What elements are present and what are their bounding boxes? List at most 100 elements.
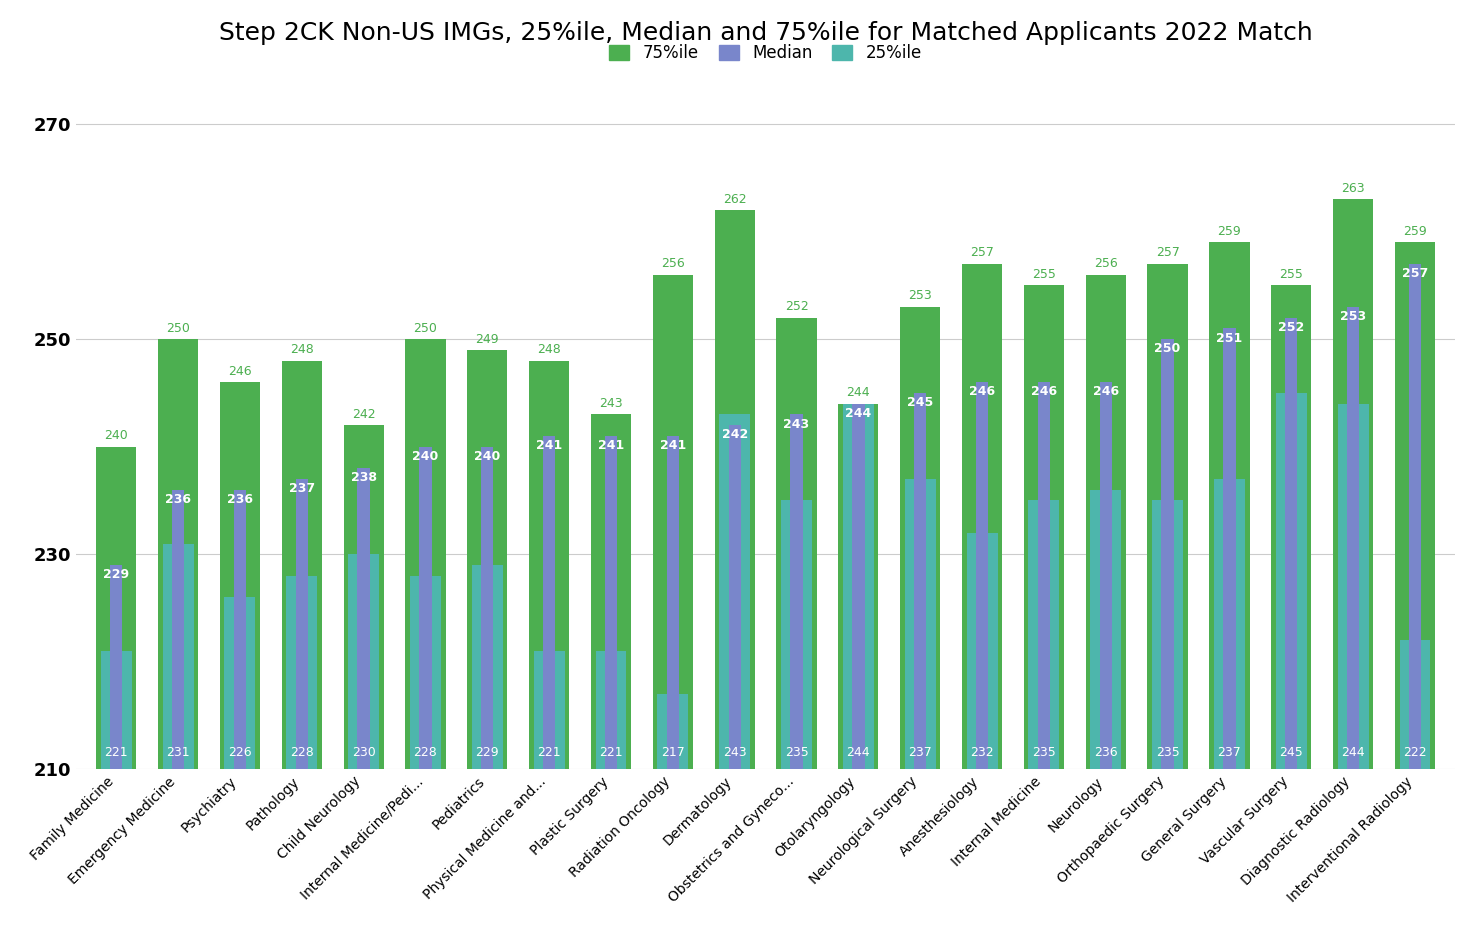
Bar <box>295 479 308 770</box>
Title: Step 2CK Non-US IMGs, 25%ile, Median and 75%ile for Matched Applicants 2022 Matc: Step 2CK Non-US IMGs, 25%ile, Median and… <box>218 20 1312 44</box>
Text: 259: 259 <box>1218 225 1241 238</box>
Text: 240: 240 <box>412 450 438 463</box>
Bar <box>1153 500 1184 770</box>
Text: 250: 250 <box>413 321 437 335</box>
Text: 236: 236 <box>1094 745 1117 758</box>
Text: 230: 230 <box>351 745 375 758</box>
Text: 236: 236 <box>227 493 252 506</box>
Bar <box>1271 285 1311 770</box>
Bar <box>962 264 1002 770</box>
Text: 243: 243 <box>784 418 810 431</box>
Bar <box>468 350 508 770</box>
Bar <box>348 555 379 770</box>
Text: 235: 235 <box>1156 745 1179 758</box>
Bar <box>357 469 370 770</box>
Bar <box>1091 490 1122 770</box>
Bar <box>111 565 123 770</box>
Bar <box>905 479 936 770</box>
Bar <box>1213 479 1244 770</box>
Text: 235: 235 <box>785 745 809 758</box>
Text: 241: 241 <box>660 439 686 452</box>
Bar <box>595 651 626 770</box>
Text: 246: 246 <box>1092 385 1119 398</box>
Bar <box>657 694 688 770</box>
Text: 262: 262 <box>723 193 747 206</box>
Bar <box>543 436 555 770</box>
Bar <box>1395 243 1435 770</box>
Bar <box>162 544 193 770</box>
Bar <box>528 360 570 770</box>
Bar <box>534 651 565 770</box>
Text: 228: 228 <box>413 745 437 758</box>
Bar <box>852 404 865 770</box>
Text: 221: 221 <box>537 745 561 758</box>
Text: 222: 222 <box>1404 745 1427 758</box>
Legend: 75%ile, Median, 25%ile: 75%ile, Median, 25%ile <box>602 37 928 69</box>
Bar <box>481 446 493 770</box>
Text: 243: 243 <box>599 397 623 410</box>
Text: 257: 257 <box>1402 267 1429 280</box>
Text: 244: 244 <box>1342 745 1365 758</box>
Bar <box>282 360 322 770</box>
Bar <box>590 415 632 770</box>
Text: 253: 253 <box>1340 310 1367 323</box>
Text: 263: 263 <box>1342 181 1365 194</box>
Bar <box>1333 199 1373 770</box>
Bar <box>900 307 940 770</box>
Text: 235: 235 <box>1032 745 1055 758</box>
Text: 242: 242 <box>351 407 375 420</box>
Text: 253: 253 <box>908 290 933 303</box>
Bar <box>1029 500 1060 770</box>
Bar <box>1224 329 1235 770</box>
Text: 231: 231 <box>167 745 190 758</box>
Bar <box>224 597 255 770</box>
Bar <box>843 404 874 770</box>
Bar <box>719 415 750 770</box>
Bar <box>1209 243 1250 770</box>
Text: 255: 255 <box>1280 268 1303 281</box>
Text: 248: 248 <box>289 344 314 357</box>
Text: 245: 245 <box>908 396 933 409</box>
Bar <box>96 446 136 770</box>
Text: 244: 244 <box>847 745 871 758</box>
Bar <box>410 576 441 770</box>
Bar <box>729 425 741 770</box>
Bar <box>472 565 503 770</box>
Text: 226: 226 <box>229 745 252 758</box>
Bar <box>1337 404 1368 770</box>
Text: 237: 237 <box>1218 745 1241 758</box>
Bar <box>776 318 816 770</box>
Bar <box>1399 641 1430 770</box>
Text: 221: 221 <box>105 745 128 758</box>
Text: 243: 243 <box>723 745 747 758</box>
Bar <box>781 500 812 770</box>
Text: 232: 232 <box>970 745 993 758</box>
Bar <box>220 382 260 770</box>
Text: 242: 242 <box>722 429 748 442</box>
Bar <box>406 339 446 770</box>
Text: 259: 259 <box>1404 225 1427 238</box>
Bar <box>419 446 431 770</box>
Bar <box>976 382 989 770</box>
Bar <box>1147 264 1188 770</box>
Text: 257: 257 <box>970 246 993 259</box>
Bar <box>171 490 184 770</box>
Bar <box>1162 339 1173 770</box>
Text: 240: 240 <box>105 430 128 443</box>
Bar <box>1100 382 1111 770</box>
Text: 256: 256 <box>661 257 685 270</box>
Text: 248: 248 <box>537 344 561 357</box>
Bar <box>1275 393 1306 770</box>
Text: 252: 252 <box>1278 320 1305 333</box>
Bar <box>344 425 384 770</box>
Text: 244: 244 <box>846 407 871 419</box>
Text: 241: 241 <box>536 439 562 452</box>
Text: 245: 245 <box>1280 745 1303 758</box>
Text: 237: 237 <box>908 745 933 758</box>
Text: 256: 256 <box>1094 257 1117 270</box>
Text: 257: 257 <box>1156 246 1179 259</box>
Bar <box>1408 264 1421 770</box>
Text: 241: 241 <box>598 439 624 452</box>
Bar <box>1286 318 1297 770</box>
Text: 238: 238 <box>351 471 376 484</box>
